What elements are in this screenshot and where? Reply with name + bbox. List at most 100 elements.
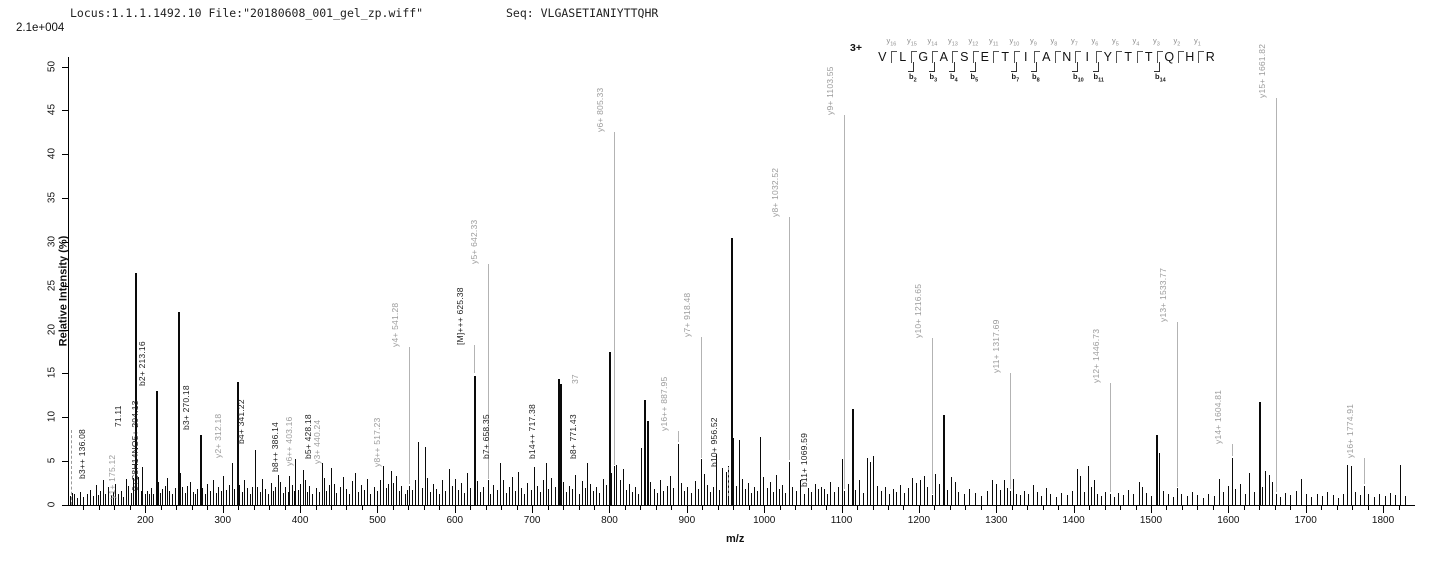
peak <box>474 376 477 505</box>
y-axis-tick <box>62 110 68 112</box>
peak <box>483 486 485 505</box>
peak <box>448 469 450 505</box>
peak <box>757 490 759 505</box>
peak-label: b7+ 658.35 <box>480 413 491 459</box>
x-axis-minor-tick <box>980 506 982 510</box>
peak <box>358 491 360 505</box>
peak <box>439 494 441 505</box>
peak <box>539 491 541 505</box>
x-axis-tick <box>1383 506 1385 513</box>
peak <box>259 491 261 505</box>
peak <box>1155 434 1158 505</box>
peak <box>228 484 230 505</box>
peak <box>515 490 517 505</box>
peak <box>77 497 79 505</box>
y-ion-bracket <box>1157 51 1163 63</box>
peak <box>342 476 344 505</box>
peak <box>1109 493 1111 505</box>
peak <box>197 489 199 505</box>
peptide-residue: T <box>1001 50 1010 64</box>
peak-label: y2+ 312.18 <box>213 413 224 458</box>
x-axis-tick-label: 600 <box>446 515 464 526</box>
peak <box>735 485 737 505</box>
peak <box>331 468 333 505</box>
peak <box>855 490 857 505</box>
peak <box>218 486 220 505</box>
x-axis-minor-tick <box>361 506 363 510</box>
peak <box>873 455 875 505</box>
peak <box>115 483 117 505</box>
peak <box>401 485 403 505</box>
peak <box>518 471 520 505</box>
peak <box>1036 491 1038 505</box>
x-axis-tick <box>918 506 920 513</box>
x-axis-minor-tick <box>872 506 874 510</box>
peak <box>1168 494 1169 505</box>
peak <box>851 408 854 505</box>
peak <box>162 489 164 505</box>
peak <box>837 487 839 505</box>
peak <box>502 479 504 505</box>
x-axis-line <box>68 505 1415 506</box>
y-axis-tick-label: 15 <box>46 367 58 379</box>
peak <box>1076 469 1078 505</box>
peak <box>1096 493 1098 505</box>
peak <box>826 493 828 505</box>
peak <box>412 490 414 505</box>
peak <box>733 438 735 505</box>
x-axis-tick <box>841 506 843 513</box>
x-axis-tick <box>1150 506 1152 513</box>
peak <box>436 489 438 505</box>
x-axis-minor-tick <box>1058 506 1060 510</box>
y-ion-bracket <box>972 51 979 63</box>
peak-label: y12+ 1446.73 <box>1090 328 1101 384</box>
peak <box>354 473 356 505</box>
peak <box>376 490 378 505</box>
peak <box>187 485 189 505</box>
peptide-residue: R <box>1205 50 1215 64</box>
peak <box>1295 490 1297 505</box>
b-ion-bracket <box>928 62 935 72</box>
peak <box>153 493 155 505</box>
peak <box>1400 464 1402 505</box>
x-axis-tick <box>1305 506 1307 513</box>
peak <box>1347 464 1349 505</box>
x-axis-tick-label: 1300 <box>985 515 1008 526</box>
peak <box>747 483 749 505</box>
peak <box>596 486 598 505</box>
peak <box>1061 492 1063 505</box>
peak <box>117 494 119 505</box>
label-leader-line <box>474 344 476 374</box>
peak <box>345 489 347 505</box>
peak <box>900 484 902 505</box>
x-axis-minor-tick <box>485 506 487 510</box>
x-axis-minor-tick <box>1197 506 1199 510</box>
peak <box>1138 482 1140 505</box>
x-axis-minor-tick <box>253 506 255 510</box>
y-axis-tick-label: 40 <box>46 148 58 160</box>
peak <box>807 488 809 505</box>
peak <box>1050 493 1052 505</box>
peak-label: y13+ 1533.77 <box>1158 267 1169 322</box>
peak-label: y7+ 918.48 <box>682 292 693 337</box>
peak <box>110 495 112 505</box>
x-axis-minor-tick <box>1212 506 1214 510</box>
peak <box>146 490 148 505</box>
peak <box>725 471 727 505</box>
peak-label: y8++ 517.23 <box>371 417 382 468</box>
peptide-residue: S <box>960 50 969 64</box>
peak <box>763 476 765 505</box>
x-axis-minor-tick <box>1027 506 1029 510</box>
x-axis-minor-tick <box>547 506 549 510</box>
peak <box>155 390 158 505</box>
peak <box>575 475 577 505</box>
x-axis-tick <box>222 506 224 513</box>
x-axis-minor-tick <box>671 506 673 510</box>
y-axis-tick <box>62 241 68 243</box>
peak <box>334 483 336 505</box>
peak <box>1055 497 1057 505</box>
peak <box>262 478 264 505</box>
peak <box>174 488 176 505</box>
peak <box>309 485 311 505</box>
peak <box>370 493 372 505</box>
